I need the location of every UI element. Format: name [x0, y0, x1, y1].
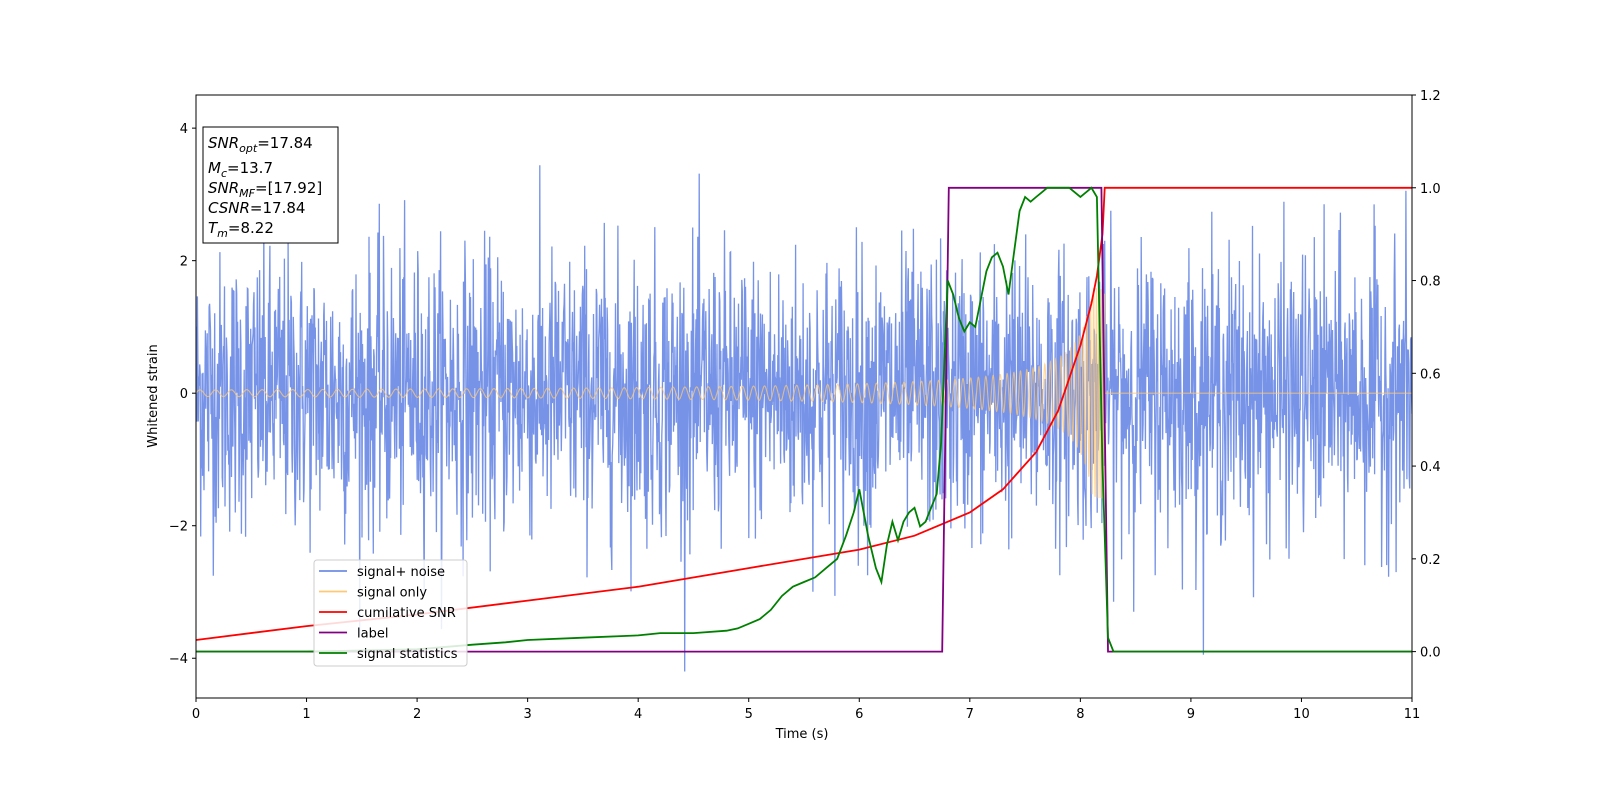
x-tick-label: 0 [192, 707, 200, 722]
y-right-tick-label: 0.6 [1420, 367, 1441, 382]
x-tick-label: 8 [1076, 707, 1084, 722]
info-snr-opt: SNRopt=17.84 [208, 134, 313, 155]
y-right-tick-label: 0.4 [1420, 460, 1441, 475]
series-signal-statistics [196, 186, 1412, 653]
legend-label: cumilative SNR [357, 606, 456, 621]
y-left-tick-label: −4 [169, 652, 188, 667]
info-csnr: CSNR=17.84 [208, 199, 305, 217]
legend-frame [313, 559, 468, 667]
y-right-tick-label: 1.0 [1420, 182, 1441, 197]
legend-label: signal statistics [357, 647, 458, 662]
x-tick-label: 7 [966, 707, 974, 722]
x-tick-label: 1 [302, 707, 310, 722]
y-axis-right: 0.0 0.2 0.4 0.6 0.8 1.0 1.2 [1412, 89, 1441, 661]
y-right-tick-label: 1.2 [1420, 89, 1441, 104]
x-tick-label: 11 [1404, 707, 1421, 722]
info-snr-mf: SNRMF=[17.92] [208, 179, 322, 200]
legend: signal+ noise signal only cumilative SNR la… [313, 559, 468, 667]
series-signal-only [196, 287, 1412, 499]
x-tick-label: 3 [523, 707, 531, 722]
x-axis-label: Time (s) [775, 727, 829, 742]
series-signal-noise [196, 165, 1412, 672]
x-tick-label: 9 [1187, 707, 1195, 722]
y-left-tick-label: 2 [180, 255, 188, 270]
x-tick-label: 10 [1293, 707, 1310, 722]
y-right-tick-label: 0.8 [1420, 275, 1441, 290]
y-axis-label: Whitened strain [146, 344, 161, 447]
info-mc: Mc=13.7 [208, 159, 273, 180]
y-left-tick-label: −2 [169, 520, 188, 535]
legend-label: signal only [357, 586, 427, 601]
legend-items: signal+ noise signal only cumilative SNR la… [319, 565, 458, 662]
x-axis: 0 1 2 3 4 5 6 7 8 9 10 11 [192, 698, 1420, 722]
legend-label: signal+ noise [357, 565, 445, 580]
legend-label: label [357, 627, 388, 642]
info-tm: Tm=8.22 [208, 219, 274, 240]
y-right-tick-label: 0.2 [1420, 553, 1441, 568]
x-tick-label: 2 [413, 707, 421, 722]
y-axis-left: −4 −2 0 2 4 [169, 122, 196, 667]
x-tick-label: 6 [855, 707, 863, 722]
x-tick-label: 5 [745, 707, 753, 722]
y-left-tick-label: 4 [180, 122, 188, 137]
info-box-frame [202, 126, 339, 244]
info-box: SNRopt=17.84 Mc=13.7 SNRMF=[17.92] CSNR=… [202, 126, 339, 244]
plot-frame [195, 94, 1413, 699]
x-tick-label: 4 [634, 707, 642, 722]
series-layer [196, 165, 1412, 672]
y-right-tick-label: 0.0 [1420, 646, 1441, 661]
y-left-tick-label: 0 [180, 387, 188, 402]
